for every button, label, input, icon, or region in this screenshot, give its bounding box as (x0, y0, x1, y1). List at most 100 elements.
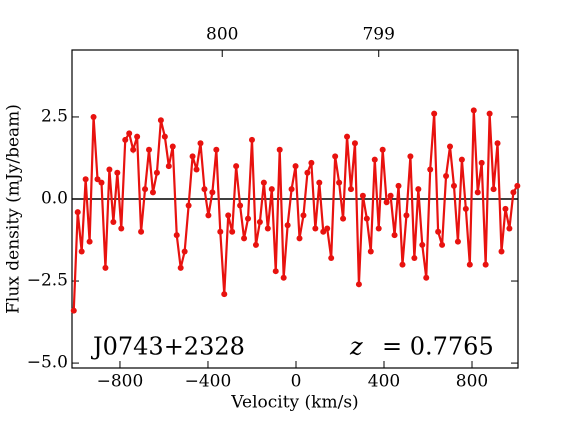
data-point (209, 189, 216, 196)
data-point (149, 189, 156, 196)
data-point (391, 232, 398, 239)
data-point (189, 153, 196, 160)
data-point (415, 186, 422, 193)
data-point (403, 212, 410, 219)
data-point (256, 218, 263, 225)
y-tick-label: 0.0 (41, 188, 68, 208)
data-point (173, 232, 180, 239)
data-point (193, 166, 200, 173)
data-point (340, 215, 347, 222)
data-point (320, 228, 327, 235)
data-point (514, 182, 521, 189)
x-tick-label: −800 (97, 372, 144, 392)
data-point (324, 225, 331, 232)
data-point (245, 215, 252, 222)
plot-frame (71, 49, 519, 369)
y-tick-label: 2.5 (41, 106, 68, 126)
data-point (165, 163, 172, 170)
data-point (138, 228, 145, 235)
source-label: J0743+2328 (90, 333, 245, 361)
data-point (94, 176, 101, 183)
data-point (355, 281, 362, 288)
data-point (423, 274, 430, 281)
data-point (248, 136, 255, 143)
data-point (197, 140, 204, 147)
data-point (225, 212, 232, 219)
data-point (435, 228, 442, 235)
data-point (458, 156, 465, 163)
data-point (427, 166, 434, 173)
data-point (439, 241, 446, 248)
data-point (213, 146, 220, 153)
data-point (387, 192, 394, 199)
x-tick-label: 400 (368, 372, 400, 392)
data-point (82, 176, 89, 183)
data-point (237, 202, 244, 209)
data-point (181, 248, 188, 255)
series-line (72, 110, 519, 311)
data-point (359, 192, 366, 199)
data-point (264, 225, 271, 232)
data-point (157, 117, 164, 124)
data-point (74, 209, 81, 216)
data-point (363, 215, 370, 222)
data-point (336, 179, 343, 186)
data-point (447, 143, 454, 150)
data-point (506, 225, 513, 232)
x2-tick-label: 799 (362, 25, 394, 45)
data-point (502, 205, 509, 212)
data-point (383, 199, 390, 206)
data-point (260, 179, 267, 186)
data-point (229, 228, 236, 235)
data-point (454, 238, 461, 245)
data-point (474, 189, 481, 196)
data-point (78, 248, 85, 255)
data-point (114, 169, 121, 176)
data-point (110, 218, 117, 225)
data-point (312, 225, 319, 232)
data-point (450, 182, 457, 189)
x-tick-label: 800 (456, 372, 488, 392)
data-point (221, 291, 228, 298)
data-point (70, 307, 77, 314)
data-point (498, 248, 505, 255)
data-point (510, 189, 517, 196)
data-point (288, 186, 295, 193)
data-point (146, 146, 153, 153)
data-point (367, 248, 374, 255)
data-point (308, 159, 315, 166)
data-point (486, 110, 493, 117)
data-point (351, 140, 358, 147)
data-point (233, 163, 240, 170)
data-point (106, 166, 113, 173)
data-point (328, 255, 335, 262)
data-point (332, 153, 339, 160)
data-point (217, 228, 224, 235)
data-point (395, 182, 402, 189)
data-point (490, 186, 497, 193)
data-point (169, 143, 176, 150)
data-point (292, 163, 299, 170)
data-point (462, 205, 469, 212)
y-tick-label: −2.5 (27, 271, 68, 291)
data-point (482, 261, 489, 268)
data-point (304, 169, 311, 176)
data-point (316, 179, 323, 186)
data-point (419, 241, 426, 248)
redshift-value: = 0.7765 (382, 333, 494, 361)
data-point (296, 235, 303, 242)
data-point (241, 235, 248, 242)
data-point (399, 261, 406, 268)
data-point (122, 136, 129, 143)
data-point (102, 264, 109, 271)
data-point (466, 261, 473, 268)
x2-tick-label: 800 (206, 25, 238, 45)
data-point (347, 186, 354, 193)
data-point (205, 212, 212, 219)
data-point (272, 268, 279, 275)
data-point (142, 186, 149, 193)
data-point (86, 238, 93, 245)
data-point (134, 133, 141, 140)
redshift-symbol: z (349, 333, 363, 361)
